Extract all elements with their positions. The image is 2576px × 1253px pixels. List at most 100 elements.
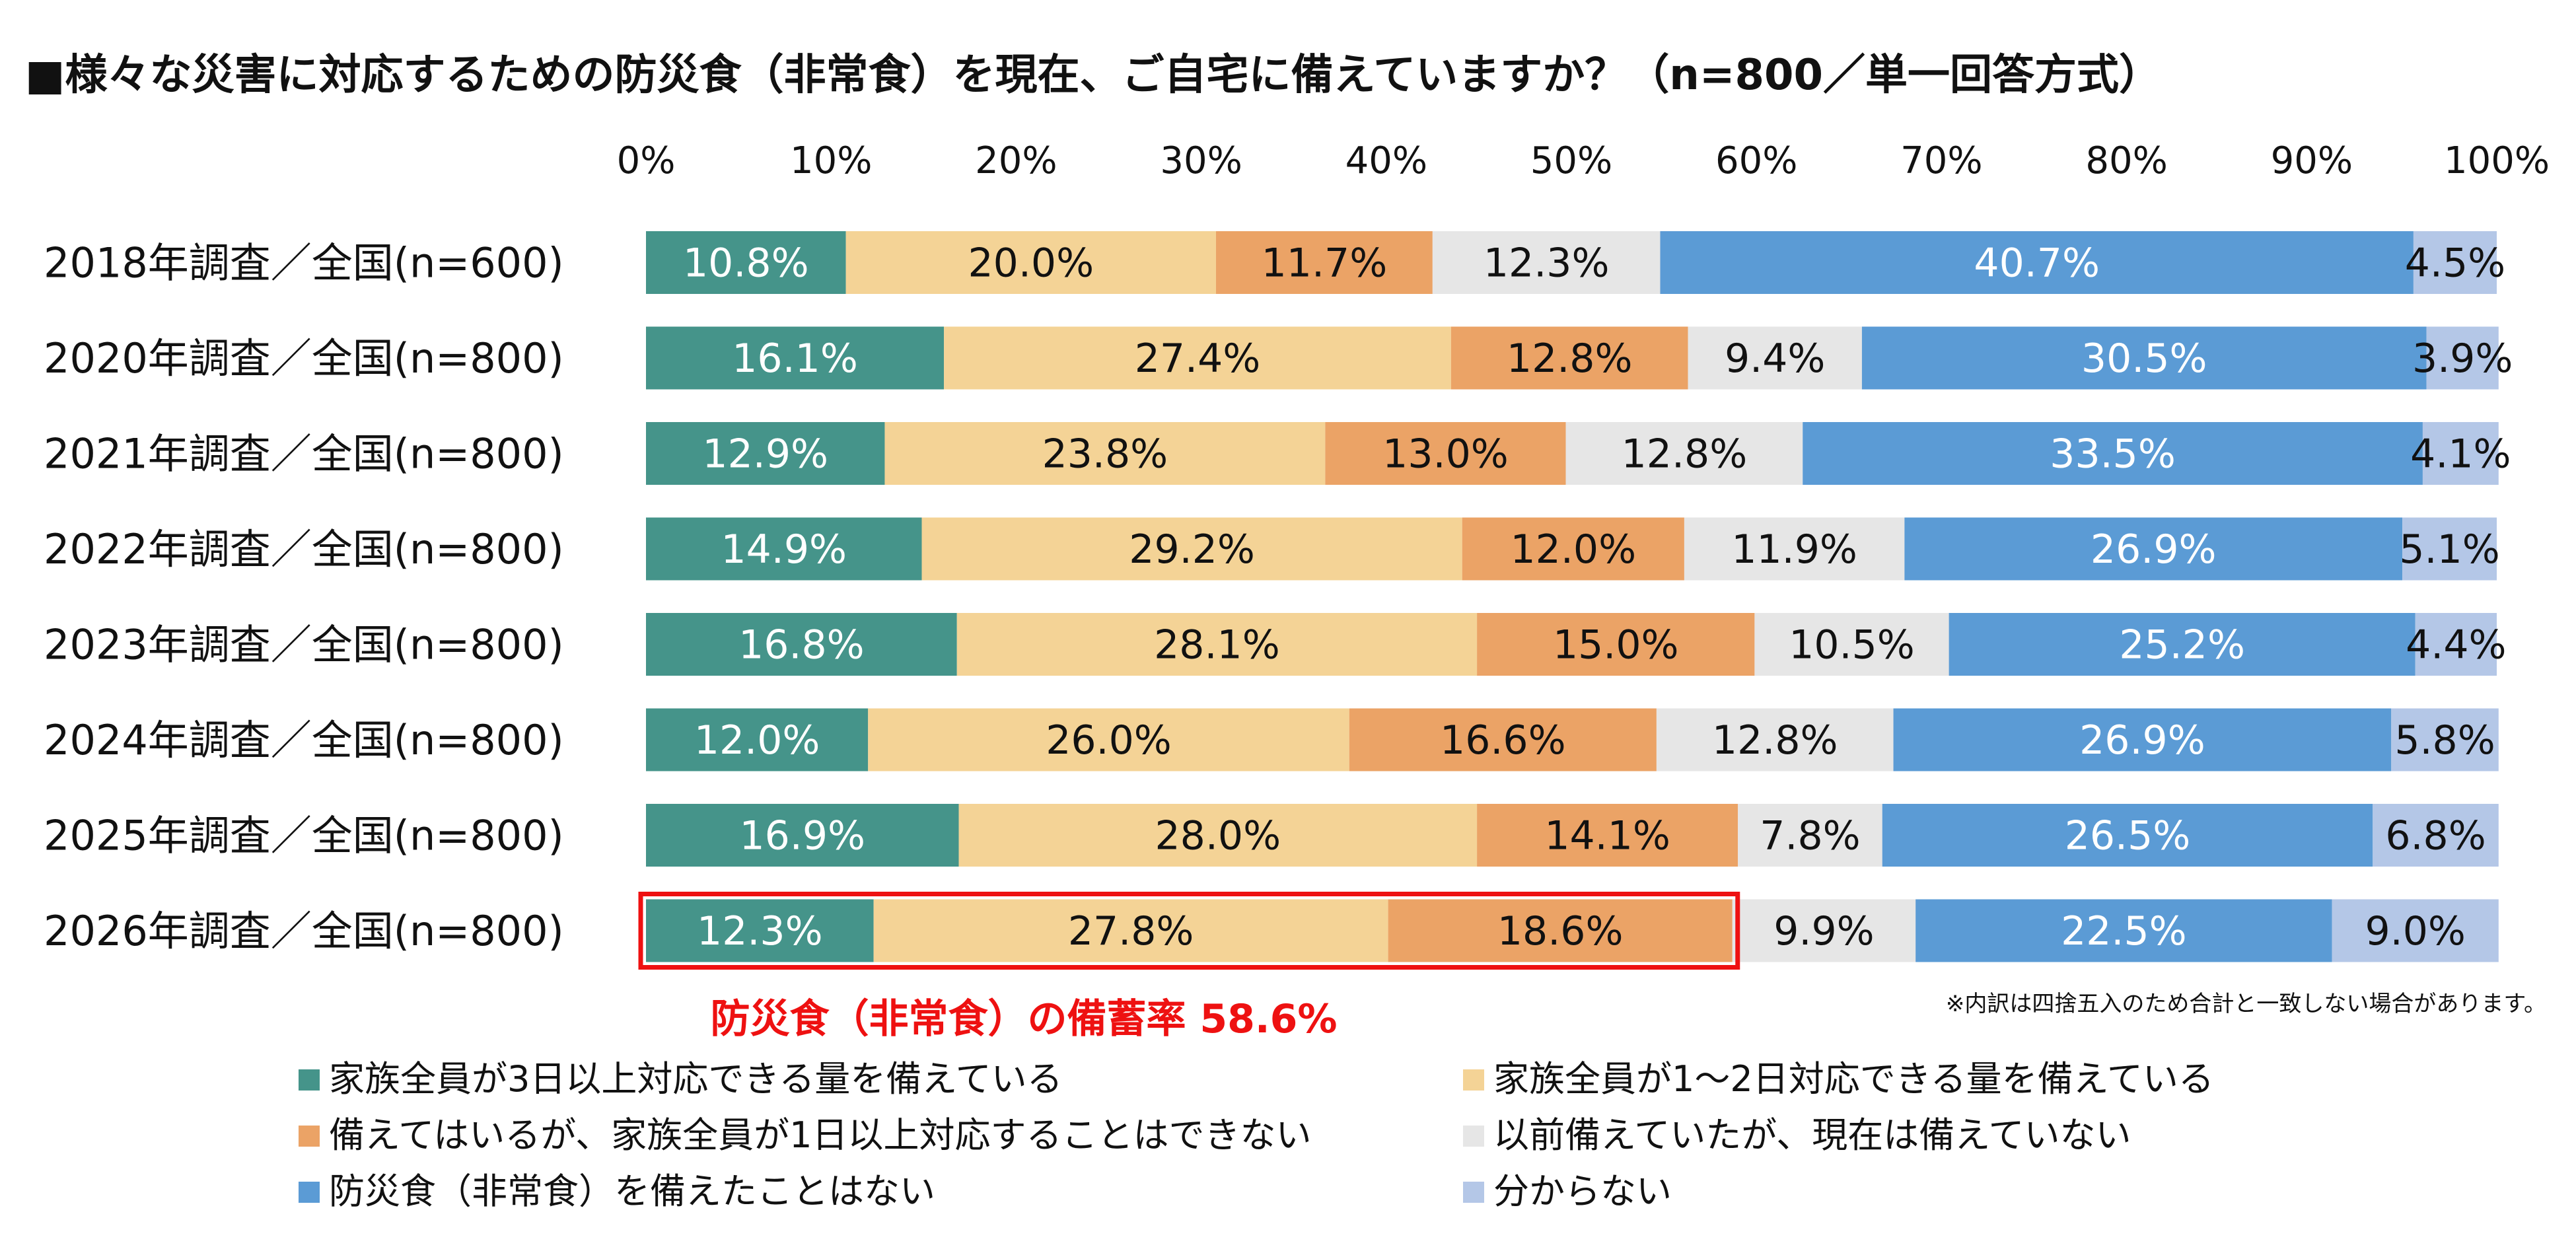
bar-segment (2373, 804, 2499, 867)
bar-segment (1732, 899, 1916, 962)
footnote: ※内訳は四捨五入のため合計と一致しない場合があります。 (1946, 991, 2546, 1017)
legend-swatch (1463, 1069, 1484, 1091)
data-label: 12.8% (1622, 431, 1748, 478)
category-label: 2023年調査／全国(n=800) (44, 621, 564, 669)
bar-segment (1893, 708, 2392, 771)
data-label: 26.0% (1046, 717, 1172, 764)
data-label: 12.0% (694, 717, 820, 764)
data-label: 22.5% (2061, 908, 2187, 954)
bar-segment (2415, 613, 2497, 676)
bar-segment (2332, 899, 2499, 962)
bar-segment (1477, 613, 1755, 676)
bar-segment (956, 613, 1478, 676)
legend-label: 家族全員が1～2日対応できる量を備えている (1493, 1058, 2214, 1100)
data-label: 15.0% (1553, 622, 1679, 668)
legend-swatch (299, 1126, 320, 1147)
legend-label: 分からない (1493, 1170, 1672, 1212)
data-label: 26.9% (2091, 526, 2217, 573)
chart-title: ■様々な災害に対応するための防災食（非常食）を現在、ご自宅に備えていますか？（n… (25, 51, 2161, 100)
category-label: 2026年調査／全国(n=800) (44, 907, 564, 955)
x-tick-label: 0% (617, 139, 676, 182)
x-tick-label: 60% (1715, 139, 1797, 182)
data-label: 27.8% (1068, 908, 1194, 954)
highlight-frame (638, 892, 1740, 970)
data-label: 29.2% (1129, 526, 1255, 573)
bar-segment (646, 804, 959, 867)
category-label: 2025年調査／全国(n=800) (44, 812, 564, 860)
data-label: 4.1% (2410, 431, 2511, 478)
legend-label: 家族全員が3日以上対応できる量を備えている (329, 1058, 1063, 1100)
bar-segment (884, 422, 1326, 485)
x-tick-label: 30% (1160, 139, 1242, 182)
bar-segment (2391, 708, 2499, 771)
x-tick-label: 90% (2271, 139, 2353, 182)
data-label: 5.1% (2399, 526, 2499, 573)
data-label: 4.5% (2405, 240, 2505, 287)
stockpile-rate-annotation: 防災食（非常食）の備蓄率 58.6% (710, 996, 1337, 1042)
legend-label: 防災食（非常食）を備えたことはない (329, 1170, 935, 1212)
bar-segment (1904, 517, 2403, 581)
bar-segment (958, 804, 1478, 867)
bar-segment (1477, 804, 1738, 867)
bar-segment (1660, 231, 2414, 294)
data-label: 28.0% (1155, 813, 1281, 859)
data-label: 10.8% (683, 240, 809, 287)
bar-segment (1565, 422, 1803, 485)
bar-segment (646, 422, 885, 485)
bar-segment (1325, 422, 1566, 485)
data-label: 23.8% (1042, 431, 1168, 478)
data-label: 4.4% (2406, 622, 2506, 668)
data-label: 16.9% (739, 813, 865, 859)
x-tick-label: 40% (1345, 139, 1427, 182)
category-label: 2018年調査／全国(n=600) (44, 239, 564, 287)
data-label: 5.8% (2394, 717, 2495, 764)
x-tick-label: 70% (1900, 139, 1982, 182)
legend-swatch (1463, 1182, 1484, 1203)
bar-segment (873, 899, 1388, 962)
data-label: 7.8% (1760, 813, 1860, 859)
bar-segment (2422, 422, 2499, 485)
chart-bars: 10.8% 20.0% 11.7% 12.3% 40.7% 4.5% 16.1% 27.4% 1… (646, 231, 2513, 962)
data-label: 9.0% (2365, 908, 2465, 954)
x-axis-ticks: 0% 10% 20% 30% 40% 50% 60% 70% 80% 90% 100% (617, 139, 2550, 182)
data-label: 20.0% (968, 240, 1094, 287)
x-tick-label: 50% (1530, 139, 1612, 182)
data-label: 26.5% (2065, 813, 2191, 859)
legend-swatch (1463, 1126, 1484, 1147)
category-label: 2022年調査／全国(n=800) (44, 525, 564, 573)
category-label: 2024年調査／全国(n=800) (44, 716, 564, 764)
bar-segment (1462, 517, 1684, 581)
data-label: 33.5% (2050, 431, 2176, 478)
x-tick-label: 10% (790, 139, 872, 182)
x-tick-label: 100% (2444, 139, 2550, 182)
data-label: 12.8% (1507, 336, 1633, 382)
bar-segment (944, 326, 1451, 390)
chart-rows: 2018年調査／全国(n=600) 2020年調査／全国(n=800) 2021年調… (44, 239, 564, 956)
bar-segment (646, 517, 922, 581)
bar-segment (646, 899, 874, 962)
data-label: 12.9% (702, 431, 828, 478)
data-label: 40.7% (1974, 240, 2100, 287)
data-label: 12.3% (697, 908, 823, 954)
data-label: 6.8% (2385, 813, 2486, 859)
bar-segment (1803, 422, 2423, 485)
x-tick-label: 80% (2085, 139, 2167, 182)
bar-segment (1861, 326, 2427, 390)
bar-segment (1754, 613, 1949, 676)
data-label: 11.9% (1731, 526, 1857, 573)
bar-segment (1349, 708, 1657, 771)
bar-segment (2426, 326, 2499, 390)
bar-segment (646, 613, 957, 676)
data-label: 10.5% (1789, 622, 1915, 668)
bar-segment (1882, 804, 2373, 867)
bar-segment (646, 326, 945, 390)
bar-segment (646, 231, 846, 294)
bar-segment (1432, 231, 1661, 294)
data-label: 14.9% (721, 526, 847, 573)
bar-segment (2413, 231, 2497, 294)
bar-segment (1738, 804, 1882, 867)
data-label: 13.0% (1382, 431, 1509, 478)
data-label: 30.5% (2081, 336, 2207, 382)
data-label: 26.9% (2079, 717, 2205, 764)
